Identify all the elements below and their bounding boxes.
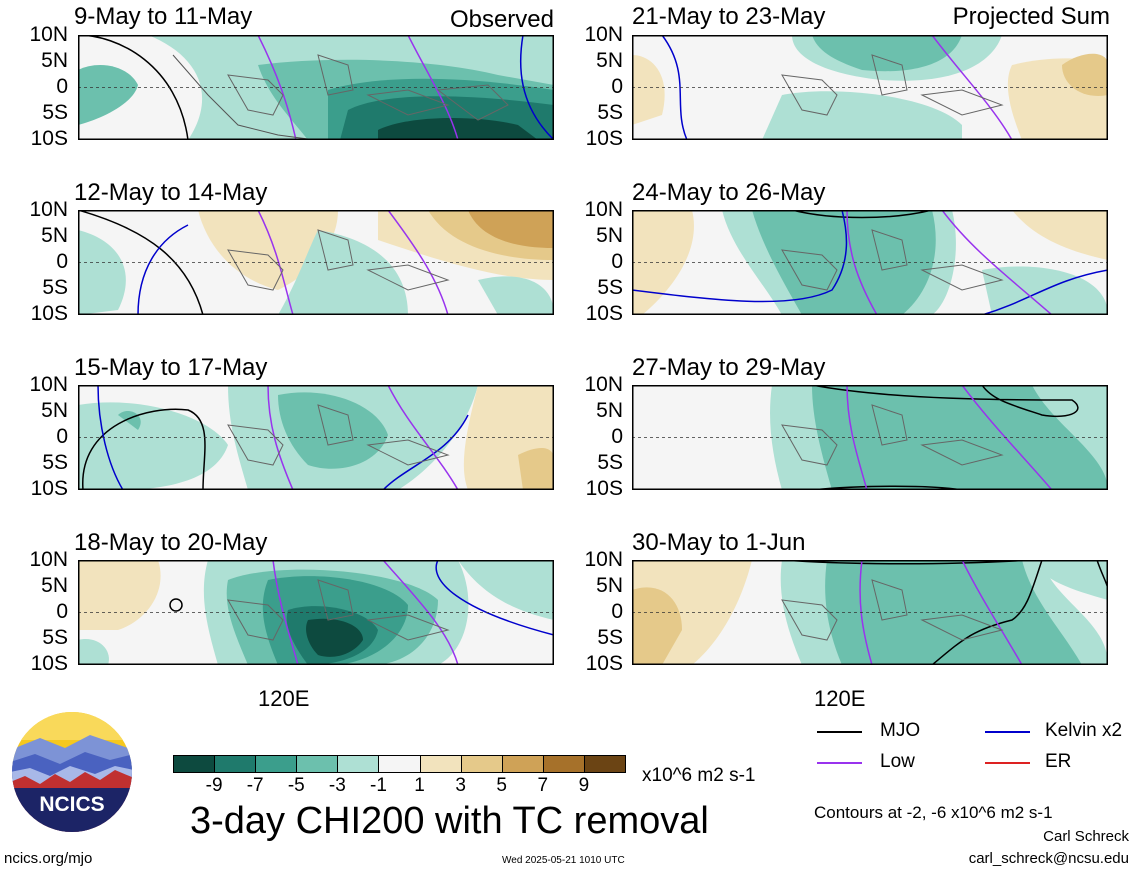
- legend-kelvin-line: [985, 731, 1030, 733]
- lat-label: 10N: [29, 198, 68, 221]
- legend-er-label: ER: [1045, 751, 1072, 772]
- colorbar-tick: 7: [537, 775, 549, 796]
- legend-mjo-label: MJO: [880, 720, 921, 741]
- colorbar-tick: 3: [455, 775, 466, 796]
- email: carl_schreck@ncsu.edu: [968, 850, 1129, 867]
- map-panel-4: [632, 210, 1108, 315]
- lat-label: 10S: [30, 652, 68, 675]
- lat-label: 10N: [584, 23, 623, 46]
- legend-er-line: [985, 762, 1030, 764]
- legend-low-label: Low: [880, 751, 915, 772]
- lat-label: 5N: [41, 224, 68, 247]
- lat-label: 0: [611, 425, 623, 448]
- logo-text: NCICS: [39, 793, 104, 816]
- lat-label: 5S: [42, 451, 68, 474]
- lat-label: 10N: [29, 548, 68, 571]
- site-link[interactable]: ncics.org/mjo: [4, 850, 93, 867]
- lat-label: 10N: [584, 548, 623, 571]
- panel-title-2: 21-May to 23-May: [632, 3, 826, 30]
- colorbar: [173, 755, 626, 773]
- main-title: 3-day CHI200 with TC removal: [190, 800, 709, 842]
- lat-label: 5N: [596, 224, 623, 247]
- colorbar-swatch: [460, 755, 503, 773]
- colorbar-tick: 9: [578, 775, 590, 796]
- lat-label: 5S: [42, 101, 68, 124]
- lat-label: 5N: [41, 49, 68, 72]
- map-panel-5: [78, 385, 554, 490]
- panel-title-4: 24-May to 26-May: [632, 179, 826, 206]
- colorbar-tick: -1: [370, 775, 387, 796]
- lat-label: 5N: [41, 574, 68, 597]
- projected-sum-label: Projected Sum: [952, 3, 1110, 30]
- panel-title-5: 15-May to 17-May: [74, 354, 268, 381]
- map-panel-6: [632, 385, 1108, 490]
- legend-mjo-line: [817, 731, 862, 733]
- panel-title-7: 18-May to 20-May: [74, 529, 268, 556]
- lat-label: 0: [56, 75, 68, 98]
- colorbar-tick: -7: [246, 775, 264, 796]
- lat-label: 10N: [29, 23, 68, 46]
- lat-label: 10N: [584, 198, 623, 221]
- panel-title-8: 30-May to 1-Jun: [632, 529, 806, 556]
- lat-label: 10S: [585, 127, 623, 150]
- map-panel-8: [632, 560, 1108, 665]
- colorbar-swatch: [214, 755, 257, 773]
- colorbar-tick: 1: [414, 775, 425, 796]
- lat-label: 5S: [597, 451, 623, 474]
- legend-kelvin-label: Kelvin x2: [1045, 720, 1123, 741]
- lat-label: 0: [56, 250, 68, 273]
- ncics-logo: NCICS: [12, 712, 132, 832]
- lat-label: 5S: [42, 626, 68, 649]
- map-panel-2: [632, 35, 1108, 140]
- lat-label: 5N: [596, 574, 623, 597]
- colorbar-swatch: [583, 755, 626, 773]
- panel-title-3: 12-May to 14-May: [74, 179, 268, 206]
- lat-label: 0: [611, 250, 623, 273]
- colorbar-swatch: [378, 755, 421, 773]
- lat-label: 10S: [585, 477, 623, 500]
- lat-label: 0: [611, 600, 623, 623]
- colorbar-swatch: [337, 755, 380, 773]
- lat-label: 5N: [41, 399, 68, 422]
- map-panel-7: [78, 560, 554, 665]
- lat-label: 10S: [585, 302, 623, 325]
- lat-label: 5S: [42, 276, 68, 299]
- lat-label: 0: [56, 425, 68, 448]
- map-panel-1: [78, 35, 554, 140]
- lat-label: 5S: [597, 101, 623, 124]
- lat-label: 5S: [597, 626, 623, 649]
- lat-label: 0: [611, 75, 623, 98]
- panel-title-1: 9-May to 11-May: [74, 3, 253, 30]
- lat-label: 10S: [30, 127, 68, 150]
- colorbar-tick: 5: [496, 775, 507, 796]
- observed-label: Observed: [449, 6, 554, 33]
- lat-label: 10N: [29, 373, 68, 396]
- colorbar-units: x10^6 m2 s-1: [642, 765, 756, 786]
- lat-label: 10S: [585, 652, 623, 675]
- lon-label-left: 120E: [258, 686, 310, 711]
- lat-label: 10N: [584, 373, 623, 396]
- map-panel-3: [78, 210, 554, 315]
- lon-label-right: 120E: [814, 686, 866, 711]
- colorbar-swatch: [296, 755, 339, 773]
- colorbar-tick: -9: [205, 775, 223, 796]
- colorbar-swatch: [419, 755, 462, 773]
- colorbar-swatch: [501, 755, 544, 773]
- lat-label: 10S: [30, 302, 68, 325]
- colorbar-swatch: [173, 755, 216, 773]
- lat-label: 0: [56, 600, 68, 623]
- panel-title-6: 27-May to 29-May: [632, 354, 826, 381]
- lat-label: 5N: [596, 399, 623, 422]
- author: Carl Schreck: [1043, 828, 1129, 845]
- lat-label: 10S: [30, 477, 68, 500]
- colorbar-swatch: [542, 755, 585, 773]
- colorbar-tick: -3: [328, 775, 346, 796]
- contour-note: Contours at -2, -6 x10^6 m2 s-1: [814, 803, 1053, 822]
- timestamp: Wed 2025-05-21 1010 UTC: [502, 855, 625, 866]
- lat-label: 5S: [597, 276, 623, 299]
- lat-label: 5N: [596, 49, 623, 72]
- colorbar-swatch: [255, 755, 298, 773]
- legend-low-line: [817, 762, 862, 764]
- colorbar-tick: -5: [287, 775, 305, 796]
